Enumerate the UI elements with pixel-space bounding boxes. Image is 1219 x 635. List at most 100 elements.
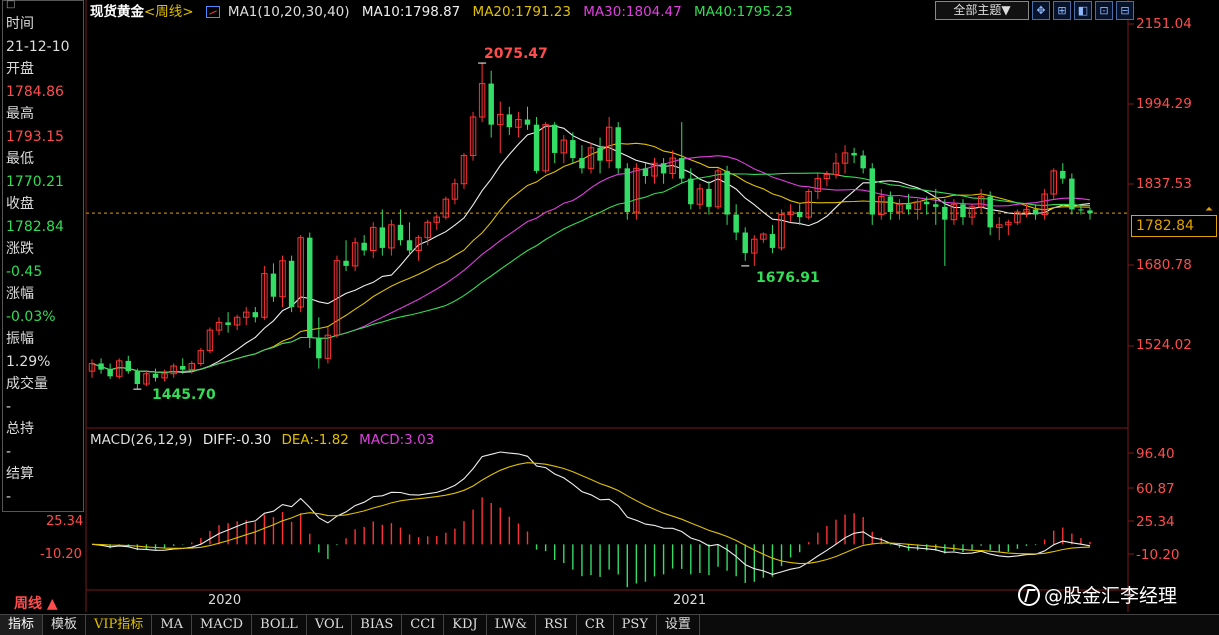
candle-body	[814, 178, 822, 192]
candle-body	[633, 167, 640, 213]
dea-value: DEA:-1.82	[281, 432, 349, 448]
change-value: -0.45	[6, 263, 43, 280]
candle-body	[1060, 170, 1066, 179]
candle-body	[968, 206, 976, 218]
theme-dropdown[interactable]: 全部主题▼	[935, 1, 1029, 20]
price-tick: 1837.53	[1136, 176, 1192, 192]
tab-lwr[interactable]: LW&	[487, 615, 537, 635]
candle-body	[115, 360, 123, 377]
candle-body	[724, 170, 730, 215]
time-label: 时间	[6, 16, 34, 32]
layout-button[interactable]: ◧	[1074, 1, 1092, 20]
low-annotation-2019: 1445.70	[152, 387, 216, 403]
candle-body	[733, 214, 739, 233]
tab-ma[interactable]: MA	[152, 615, 193, 635]
tab-indicators[interactable]: 指标	[0, 615, 44, 635]
window-button[interactable]: ⊡	[1095, 1, 1113, 20]
period-link[interactable]: <周线>	[144, 4, 194, 20]
price-tick: 1994.29	[1136, 96, 1192, 112]
low-label: 最低	[6, 151, 34, 167]
candle-body	[415, 237, 422, 251]
candle-body	[478, 83, 486, 118]
candle-body	[134, 371, 141, 385]
ma40-value: MA40:1795.23	[694, 4, 793, 20]
candle-body	[851, 152, 857, 156]
candle-body	[88, 362, 96, 372]
panel-toggle-icon[interactable]: □	[6, 0, 16, 10]
settle-label: 结算	[6, 466, 34, 482]
ma10-value: MA10:1798.87	[361, 4, 461, 20]
ma-params[interactable]: MA1(10,20,30,40)	[227, 4, 350, 20]
tab-templates[interactable]: 模板	[43, 615, 87, 635]
tab-settings[interactable]: 设置	[657, 615, 700, 635]
candle-body	[152, 373, 159, 378]
dea-line	[91, 462, 1091, 565]
tab-psy[interactable]: PSY	[614, 615, 657, 635]
candle-body	[933, 204, 939, 207]
candle-body	[869, 168, 875, 215]
candle-body	[960, 204, 966, 218]
candle-body	[161, 373, 168, 379]
candle-body	[261, 273, 268, 318]
candle-body	[343, 260, 349, 266]
candle-body	[170, 365, 177, 375]
low-annotation-2021: 1676.91	[756, 270, 820, 286]
tab-boll[interactable]: BOLL	[252, 615, 307, 635]
high-annotation: 2075.47	[484, 46, 548, 62]
close-label: 收盘	[6, 196, 34, 212]
tab-cci[interactable]: CCI	[402, 615, 445, 635]
info-panel: □ 时间 21-12-10 开盘 1784.86 最高 1793.15 最低 1…	[2, 0, 84, 512]
candle-body	[905, 204, 912, 210]
candle-body	[1023, 208, 1030, 213]
chart-toolbar: 全部主题▼ ✥ ⊞ ◧ ⊡ ⊟	[935, 1, 1134, 21]
candle-body	[660, 163, 667, 174]
tab-vip-indicators[interactable]: VIP指标	[86, 615, 153, 635]
candle-body	[143, 373, 150, 385]
candle-body	[297, 237, 304, 308]
brand-logo-icon	[1018, 584, 1040, 606]
period-selector[interactable]: 周线 ▲	[14, 596, 58, 612]
tab-cr[interactable]: CR	[577, 615, 614, 635]
candle-body	[215, 321, 223, 331]
grid-button[interactable]: ⊞	[1053, 1, 1071, 20]
candle-body	[742, 232, 748, 254]
current-price-label: 1782.84	[1131, 215, 1217, 237]
candle-body	[488, 83, 494, 125]
pct-value: -0.03%	[6, 308, 56, 325]
candle-body	[442, 198, 450, 218]
candle-body	[542, 124, 549, 172]
candle-body	[832, 162, 840, 175]
candle-body	[796, 211, 803, 218]
candle-body	[197, 350, 205, 364]
tab-bias[interactable]: BIAS	[352, 615, 403, 635]
candle-body	[914, 201, 921, 210]
watermark: @股金汇李经理	[1018, 581, 1177, 608]
tab-kdj[interactable]: KDJ	[444, 615, 487, 635]
candle-body	[887, 196, 894, 212]
macd-params[interactable]: MACD(26,12,9)	[90, 432, 193, 448]
pct-label: 涨幅	[6, 286, 34, 302]
candle-body	[996, 224, 1003, 228]
oi-value: -	[6, 443, 12, 460]
minimize-button[interactable]: ⊟	[1116, 1, 1134, 20]
tab-vol[interactable]: VOL	[307, 615, 353, 635]
candle-body	[805, 190, 812, 218]
candle-body	[188, 362, 196, 371]
candle-body	[433, 216, 440, 223]
candle-body	[424, 221, 431, 239]
ma30-line	[91, 155, 1091, 373]
tab-macd[interactable]: MACD	[192, 615, 253, 635]
candle-body	[605, 126, 613, 162]
candle-body	[252, 312, 259, 318]
vol-value: -	[6, 398, 12, 415]
candle-body	[524, 119, 531, 125]
indicator-icon[interactable]	[205, 6, 220, 18]
candle-body	[180, 366, 186, 370]
tab-rsi[interactable]: RSI	[536, 615, 577, 635]
high-value: 1793.15	[6, 128, 64, 145]
crosshair-button[interactable]: ✥	[1032, 1, 1050, 20]
watermark-text: @股金汇李经理	[1044, 585, 1178, 607]
price-tick: 1524.02	[1136, 337, 1192, 353]
candle-body	[125, 360, 132, 372]
